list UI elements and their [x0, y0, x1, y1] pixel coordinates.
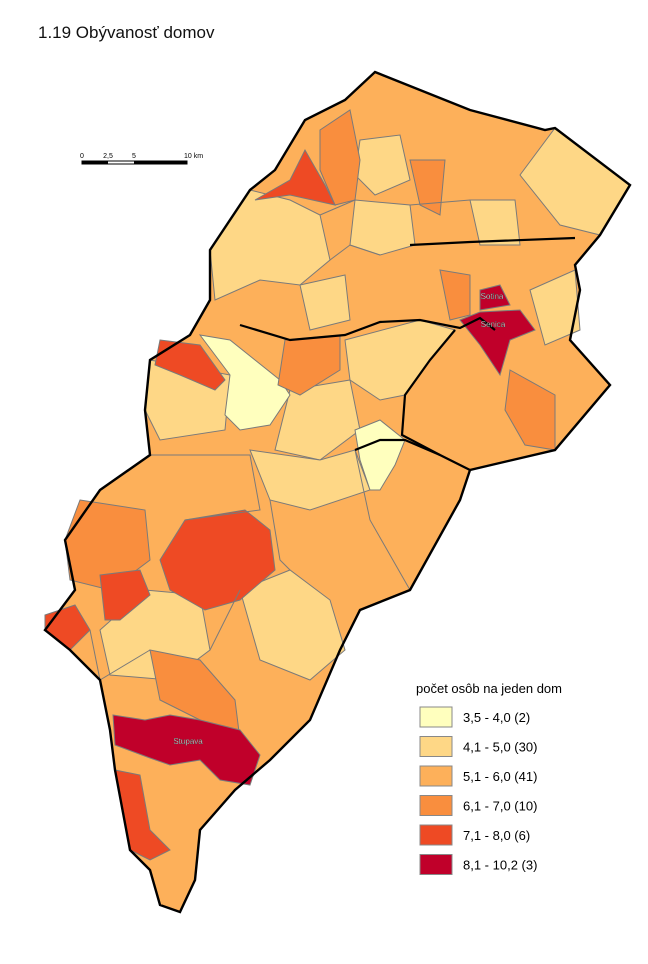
district-border: [354, 438, 441, 457]
region-border: [354, 449, 411, 591]
regions: [44, 71, 631, 913]
region: [504, 369, 556, 451]
region: [159, 509, 276, 611]
title: 1.19 Obývanosť domov: [38, 23, 215, 42]
legend-swatch: [419, 795, 453, 816]
legend-label: 3,5 - 4,0 (2): [463, 710, 530, 725]
place-label: Senica: [481, 320, 506, 329]
region: [529, 269, 581, 346]
region: [154, 339, 226, 391]
region-border: [269, 499, 291, 571]
region: [112, 714, 261, 786]
scale-label: 5: [132, 153, 136, 160]
region: [479, 284, 511, 311]
legend-swatch: [419, 736, 453, 757]
scale-label: 2,5: [103, 153, 113, 160]
place-label: Sotina: [481, 292, 504, 301]
scale-label: 0: [80, 153, 84, 160]
district-borders: [239, 236, 576, 471]
region: [99, 569, 151, 621]
region: [274, 379, 361, 461]
region-border: [209, 589, 241, 651]
region-border: [150, 454, 261, 521]
scale-bar: 0 2,5 5 10 km: [80, 153, 203, 165]
legend-swatch: [419, 854, 453, 875]
legend-title: počet osôb na jeden dom: [416, 681, 562, 696]
region: [354, 419, 406, 491]
region: [439, 269, 471, 321]
scale-label: 10 km: [184, 153, 203, 160]
legend-swatch: [419, 765, 453, 787]
scale-segment: [82, 161, 108, 164]
district-border: [400, 329, 471, 471]
legend-label: 4,1 - 5,0 (30): [463, 740, 537, 755]
legend-label: 6,1 - 7,0 (10): [463, 799, 537, 814]
legend-label: 7,1 - 8,0 (6): [463, 828, 530, 843]
place-label: Stupava: [173, 737, 203, 746]
district-border: [239, 316, 496, 342]
district-border: [409, 236, 576, 247]
region: [469, 199, 521, 246]
legend-label: 5,1 - 6,0 (41): [463, 769, 537, 784]
region: [299, 274, 351, 331]
region: [254, 148, 336, 206]
region-border: [409, 199, 471, 206]
region: [198, 334, 291, 431]
legend-swatch: [419, 824, 453, 846]
legend: počet osôb na jeden dom 3,5 - 4,0 (2) 4,1…: [416, 681, 562, 875]
legend-label: 8,1 - 10,2 (3): [463, 858, 537, 873]
map-outline: [43, 70, 632, 914]
region-border: [329, 244, 381, 261]
region: [409, 159, 446, 216]
region-border: [319, 199, 356, 216]
region: [459, 309, 536, 377]
scale-segment: [134, 161, 187, 164]
legend-swatch: [419, 706, 453, 728]
region: [349, 199, 416, 256]
